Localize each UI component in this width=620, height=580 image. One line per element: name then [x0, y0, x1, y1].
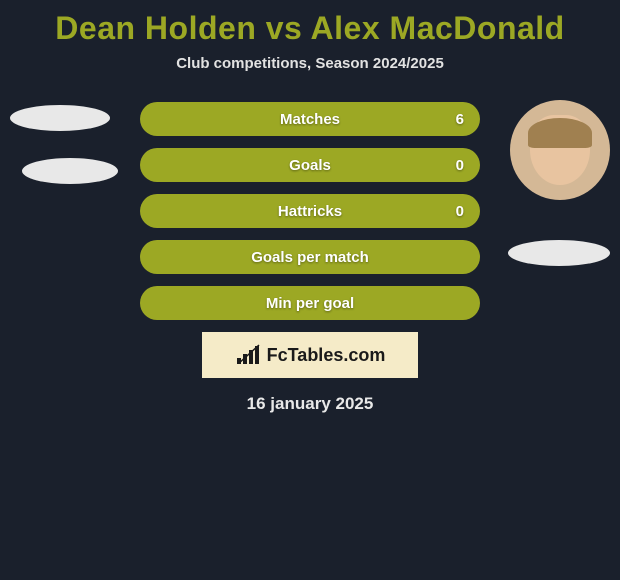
stat-row-matches: Matches 6 — [140, 102, 480, 136]
fctables-logo: FcTables.com — [202, 332, 418, 378]
comparison-area: Matches 6 Goals 0 Hattricks 0 Goals per … — [0, 100, 620, 320]
stat-row-hattricks: Hattricks 0 — [140, 194, 480, 228]
stat-value: 6 — [456, 111, 464, 128]
player2-avatar — [510, 100, 610, 200]
stat-label: Goals per match — [251, 249, 369, 266]
logo-bars-icon — [235, 342, 261, 369]
stat-label: Goals — [289, 157, 331, 174]
badge-left-top — [10, 105, 110, 131]
stat-label: Hattricks — [278, 203, 342, 220]
stat-label: Matches — [280, 111, 340, 128]
stat-value: 0 — [456, 157, 464, 174]
vs-text: vs — [266, 10, 303, 46]
stat-row-goals-per-match: Goals per match — [140, 240, 480, 274]
badge-right — [508, 240, 610, 266]
subtitle: Club competitions, Season 2024/2025 — [0, 55, 620, 72]
stat-row-min-per-goal: Min per goal — [140, 286, 480, 320]
date-label: 16 january 2025 — [0, 394, 620, 414]
stat-row-goals: Goals 0 — [140, 148, 480, 182]
stat-value: 0 — [456, 203, 464, 220]
stat-label: Min per goal — [266, 295, 354, 312]
badge-left-bottom — [22, 158, 118, 184]
player2-name: Alex MacDonald — [311, 10, 565, 46]
logo-text: FcTables.com — [267, 345, 386, 366]
stats-container: Matches 6 Goals 0 Hattricks 0 Goals per … — [140, 100, 480, 320]
comparison-title: Dean Holden vs Alex MacDonald — [0, 0, 620, 47]
player1-name: Dean Holden — [55, 10, 256, 46]
